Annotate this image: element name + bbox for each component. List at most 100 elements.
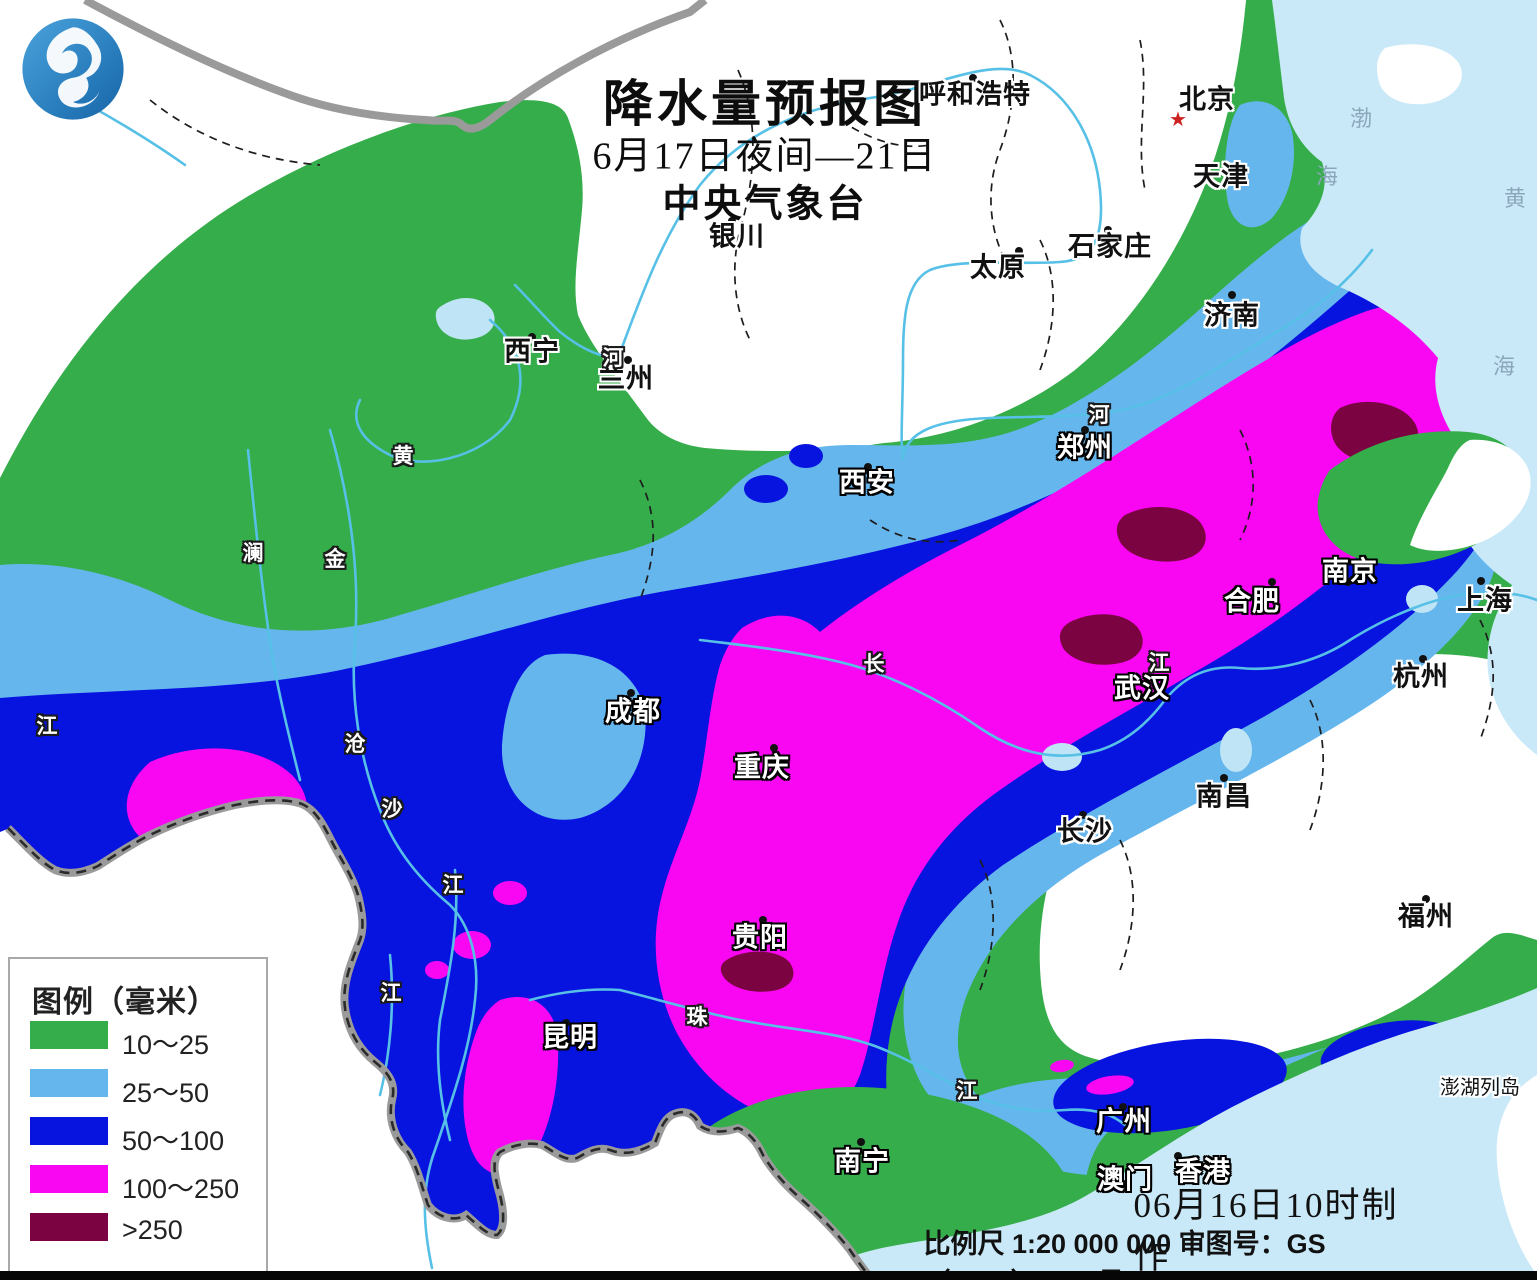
city-label-shanghai: 上海	[1457, 585, 1513, 616]
city-label-hohhot: 呼和浩特	[919, 79, 1031, 110]
city-label-beijing: 北京	[1179, 84, 1235, 115]
province-boundaries	[149, 19, 1494, 991]
land-shandong-tip	[1410, 439, 1531, 551]
norain-north-region	[578, 0, 1246, 447]
national-border-north	[83, 0, 708, 133]
legend-swatch-50-100	[30, 1117, 108, 1145]
legend-label: >250	[122, 1215, 183, 1245]
land-taiwan	[1496, 1075, 1537, 1275]
lake-dongting	[1042, 743, 1082, 771]
sea-south-china	[830, 988, 1537, 1280]
cma-logo-icon	[22, 18, 124, 120]
city-label-guiyang: 贵阳	[732, 922, 788, 953]
sea-label-hai-1: 海	[1315, 164, 1339, 189]
legend-row: 100～250	[10, 1165, 266, 1204]
map-agency: 中央气象台	[662, 183, 868, 226]
rain-blob-gt250-4	[720, 951, 794, 992]
rain-spot-100-250-gz1	[1086, 1075, 1134, 1095]
city-label-changsha: 长沙	[1057, 816, 1113, 847]
river-label-jin: 金	[324, 548, 346, 571]
river-label-sha: 沙	[381, 798, 403, 821]
city-label-wuhan: 武汉	[1114, 673, 1170, 704]
bottom-black-bar	[0, 1271, 1537, 1280]
legend-row: >250	[10, 1213, 266, 1245]
sea-label-huang: 黄	[1503, 186, 1527, 211]
river-label-jiang-3: 江	[442, 874, 464, 897]
river-label-jiang-2: 江	[956, 1080, 978, 1103]
legend: 图例（毫米） 10～25 25～50 50～100 100～250 >250	[8, 957, 268, 1275]
legend-swatch-25-50	[30, 1069, 108, 1097]
city-label-hongkong: 香港	[1175, 1156, 1231, 1187]
sea-label-bo: 渤	[1349, 106, 1373, 131]
legend-row: 50～100	[10, 1117, 266, 1156]
city-label-zhengzhou: 郑州	[1057, 432, 1113, 463]
river-label-chang: 长	[863, 653, 885, 676]
city-label-jinan: 济南	[1204, 300, 1260, 331]
river-label-jiang-1: 江	[1148, 652, 1170, 675]
rain-blob-100-250-yn1	[493, 881, 527, 905]
legend-label: 25～50	[122, 1078, 210, 1108]
legend-swatch-10-25	[30, 1021, 108, 1049]
city-label-tianjin: 天津	[1193, 161, 1249, 192]
sea-label-hai-2: 海	[1492, 354, 1516, 379]
map-title: 降水量预报图	[603, 76, 927, 132]
river-label-zhu: 珠	[686, 1006, 708, 1029]
city-label-guangzhou: 广州	[1096, 1106, 1152, 1137]
city-label-macau: 澳门	[1097, 1164, 1153, 1195]
river-label-he-2: 河	[1088, 404, 1110, 427]
legend-row: 25～50	[10, 1069, 266, 1108]
national-border-southwest	[5, 796, 876, 1280]
rain-blob-50-100-b	[789, 444, 823, 468]
legend-swatch-gt250	[30, 1213, 108, 1241]
rain-blob-gt250-2	[1116, 506, 1206, 562]
river-label-cang: 沧	[344, 733, 366, 756]
city-label-nanchang: 南昌	[1196, 781, 1252, 812]
rain-blob-gt250-3	[1059, 614, 1143, 665]
map-date-range: 6月17日夜间—21日	[592, 135, 938, 178]
city-label-chengdu: 成都	[605, 696, 661, 727]
legend-title: 图例（毫米）	[32, 986, 218, 1019]
lake-qinghai	[435, 297, 495, 340]
city-label-hangzhou: 杭州	[1393, 661, 1449, 692]
legend-row: 10～25	[10, 1021, 266, 1060]
river-label-jiang-4: 江	[380, 982, 402, 1005]
rain-blob-100-250-yn3	[425, 961, 449, 979]
river-label-he-1: 河	[602, 347, 624, 370]
rain-pocket-25-50-chengdu	[501, 653, 646, 820]
city-label-fuzhou: 福州	[1398, 901, 1454, 932]
city-label-xian: 西安	[839, 467, 895, 498]
city-label-nanjing: 南京	[1322, 556, 1378, 587]
rain-band-100-250	[655, 305, 1464, 1123]
island-label-penghu: 澎湖列岛	[1440, 1077, 1520, 1099]
city-dots	[528, 74, 1485, 1160]
rain-strip-100-250-yn	[463, 996, 559, 1176]
beijing-star-icon: ★	[1169, 109, 1187, 131]
city-label-chongqing: 重庆	[734, 752, 790, 783]
land-liaodong	[1377, 44, 1462, 105]
city-label-shijiazhuang: 石家庄	[1068, 231, 1152, 262]
city-label-lanzhou: 兰州	[598, 363, 654, 394]
legend-swatch-100-250	[30, 1165, 108, 1193]
made-at-text: 06月16日10时制作	[1133, 1186, 1399, 1276]
lake-taihu	[1406, 585, 1438, 613]
rain-patch-25-50-beijing	[1225, 101, 1294, 228]
river-label-lan: 澜	[242, 542, 264, 565]
river-label-huang-1: 黄	[392, 445, 414, 468]
sea-bohai-yellow	[1272, 0, 1537, 755]
city-label-nanning: 南宁	[834, 1146, 890, 1177]
rain-blob-50-100-a	[744, 475, 788, 503]
city-label-xining: 西宁	[504, 336, 560, 367]
city-label-kunming: 昆明	[542, 1022, 598, 1053]
rain-spot-100-250-gz2	[1050, 1059, 1074, 1073]
rivers	[58, 67, 1537, 1270]
legend-label: 50～100	[122, 1126, 225, 1156]
lake-poyang	[1220, 728, 1252, 772]
river-label-jiang-5: 江	[36, 715, 58, 738]
city-label-yinchuan: 银川	[709, 221, 765, 252]
city-label-hefei: 合肥	[1224, 586, 1280, 617]
legend-label: 10～25	[122, 1030, 210, 1060]
city-label-taiyuan: 太原	[970, 252, 1026, 283]
legend-label: 100～250	[122, 1174, 240, 1204]
